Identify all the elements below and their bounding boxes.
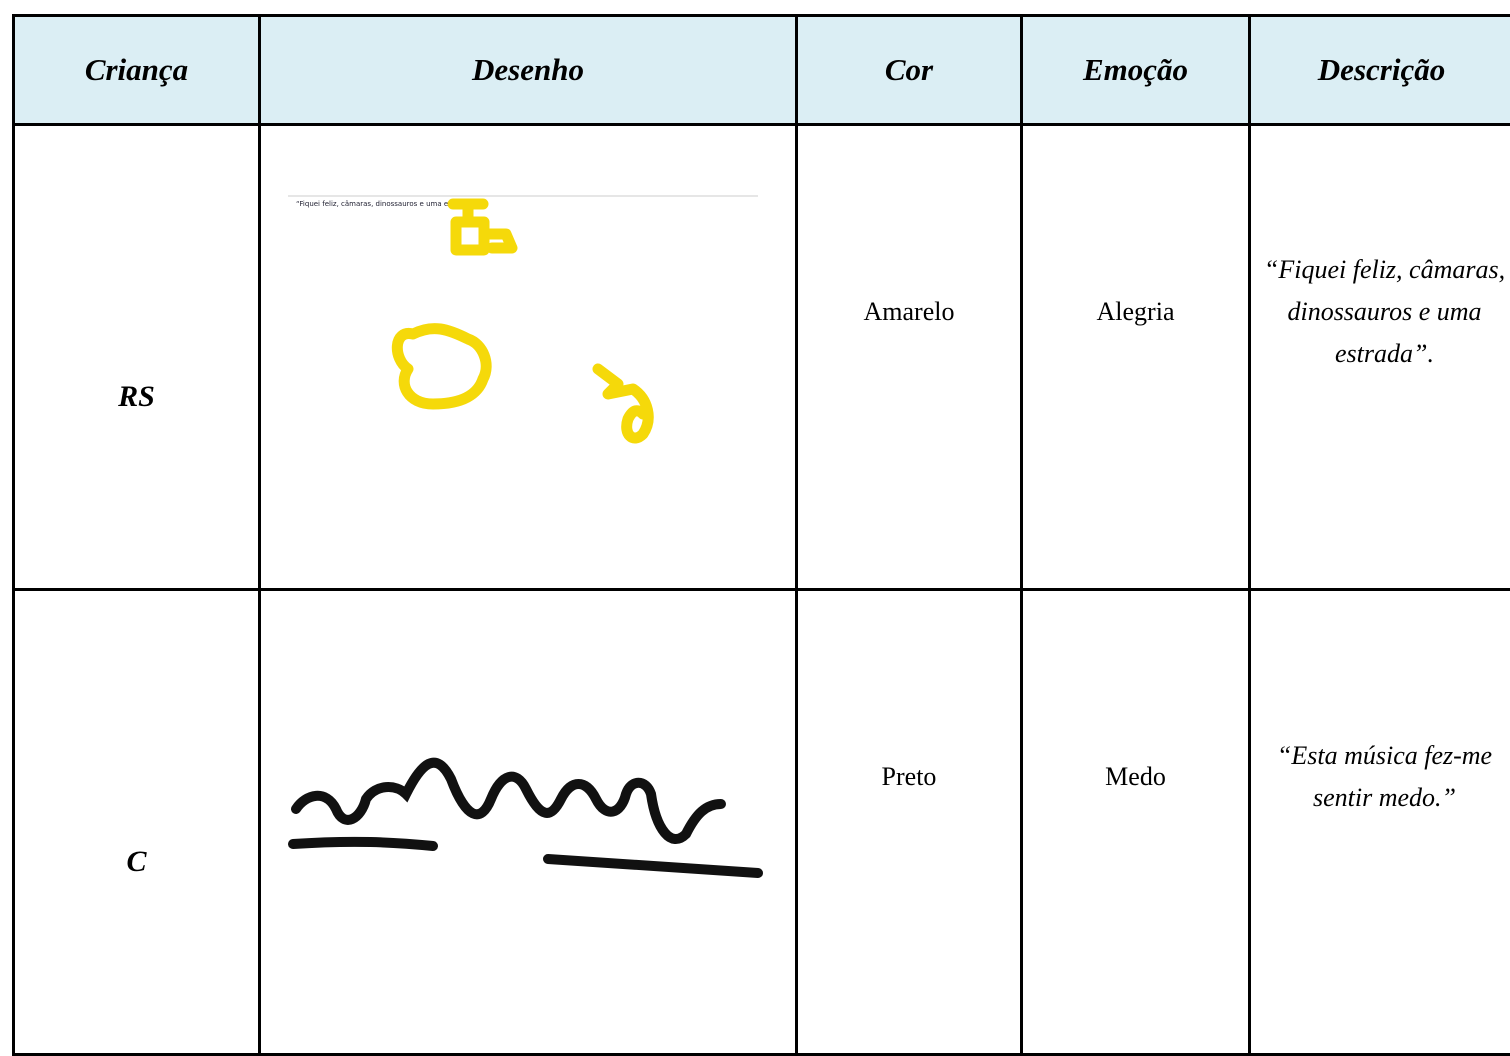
child-cell: RS bbox=[14, 125, 260, 590]
header-cell: Emoção bbox=[1022, 16, 1250, 125]
color-cell: Preto bbox=[797, 590, 1022, 1055]
emotion-cell: Medo bbox=[1022, 590, 1250, 1055]
header-cell: Descrição bbox=[1250, 16, 1510, 125]
row: C Preto Medo “Esta música fez-me sentir … bbox=[14, 590, 1510, 1055]
color-cell: Amarelo bbox=[797, 125, 1022, 590]
drawing-cell: “Fiquei feliz, câmaras, dinossauros e um… bbox=[260, 125, 797, 590]
drawing-cell bbox=[260, 590, 797, 1055]
page: {"table": { "header": ["Criança", "Desen… bbox=[0, 0, 1510, 880]
header-cell: Criança bbox=[14, 16, 260, 125]
description-cell: “Fiquei feliz, câmaras, dinossauros e um… bbox=[1250, 125, 1510, 590]
child-cell: C bbox=[14, 590, 260, 1055]
header-row: Criança Desenho Cor Emoção Descrição bbox=[14, 16, 1510, 125]
header-cell: Cor bbox=[797, 16, 1022, 125]
row: RS “Fiquei feliz, câmaras, dinossauros e… bbox=[14, 125, 1510, 590]
table: Criança Desenho Cor Emoção Descrição RS … bbox=[12, 14, 1510, 1056]
emotion-cell: Alegria bbox=[1022, 125, 1250, 590]
drawing-note: “Fiquei feliz, câmaras, dinossauros e um… bbox=[296, 200, 474, 208]
header-cell: Desenho bbox=[260, 16, 797, 125]
drawing-black bbox=[288, 699, 768, 939]
drawing-yellow: “Fiquei feliz, câmaras, dinossauros e um… bbox=[288, 194, 768, 514]
description-cell: “Esta música fez-me sentir medo.” bbox=[1250, 590, 1510, 1055]
